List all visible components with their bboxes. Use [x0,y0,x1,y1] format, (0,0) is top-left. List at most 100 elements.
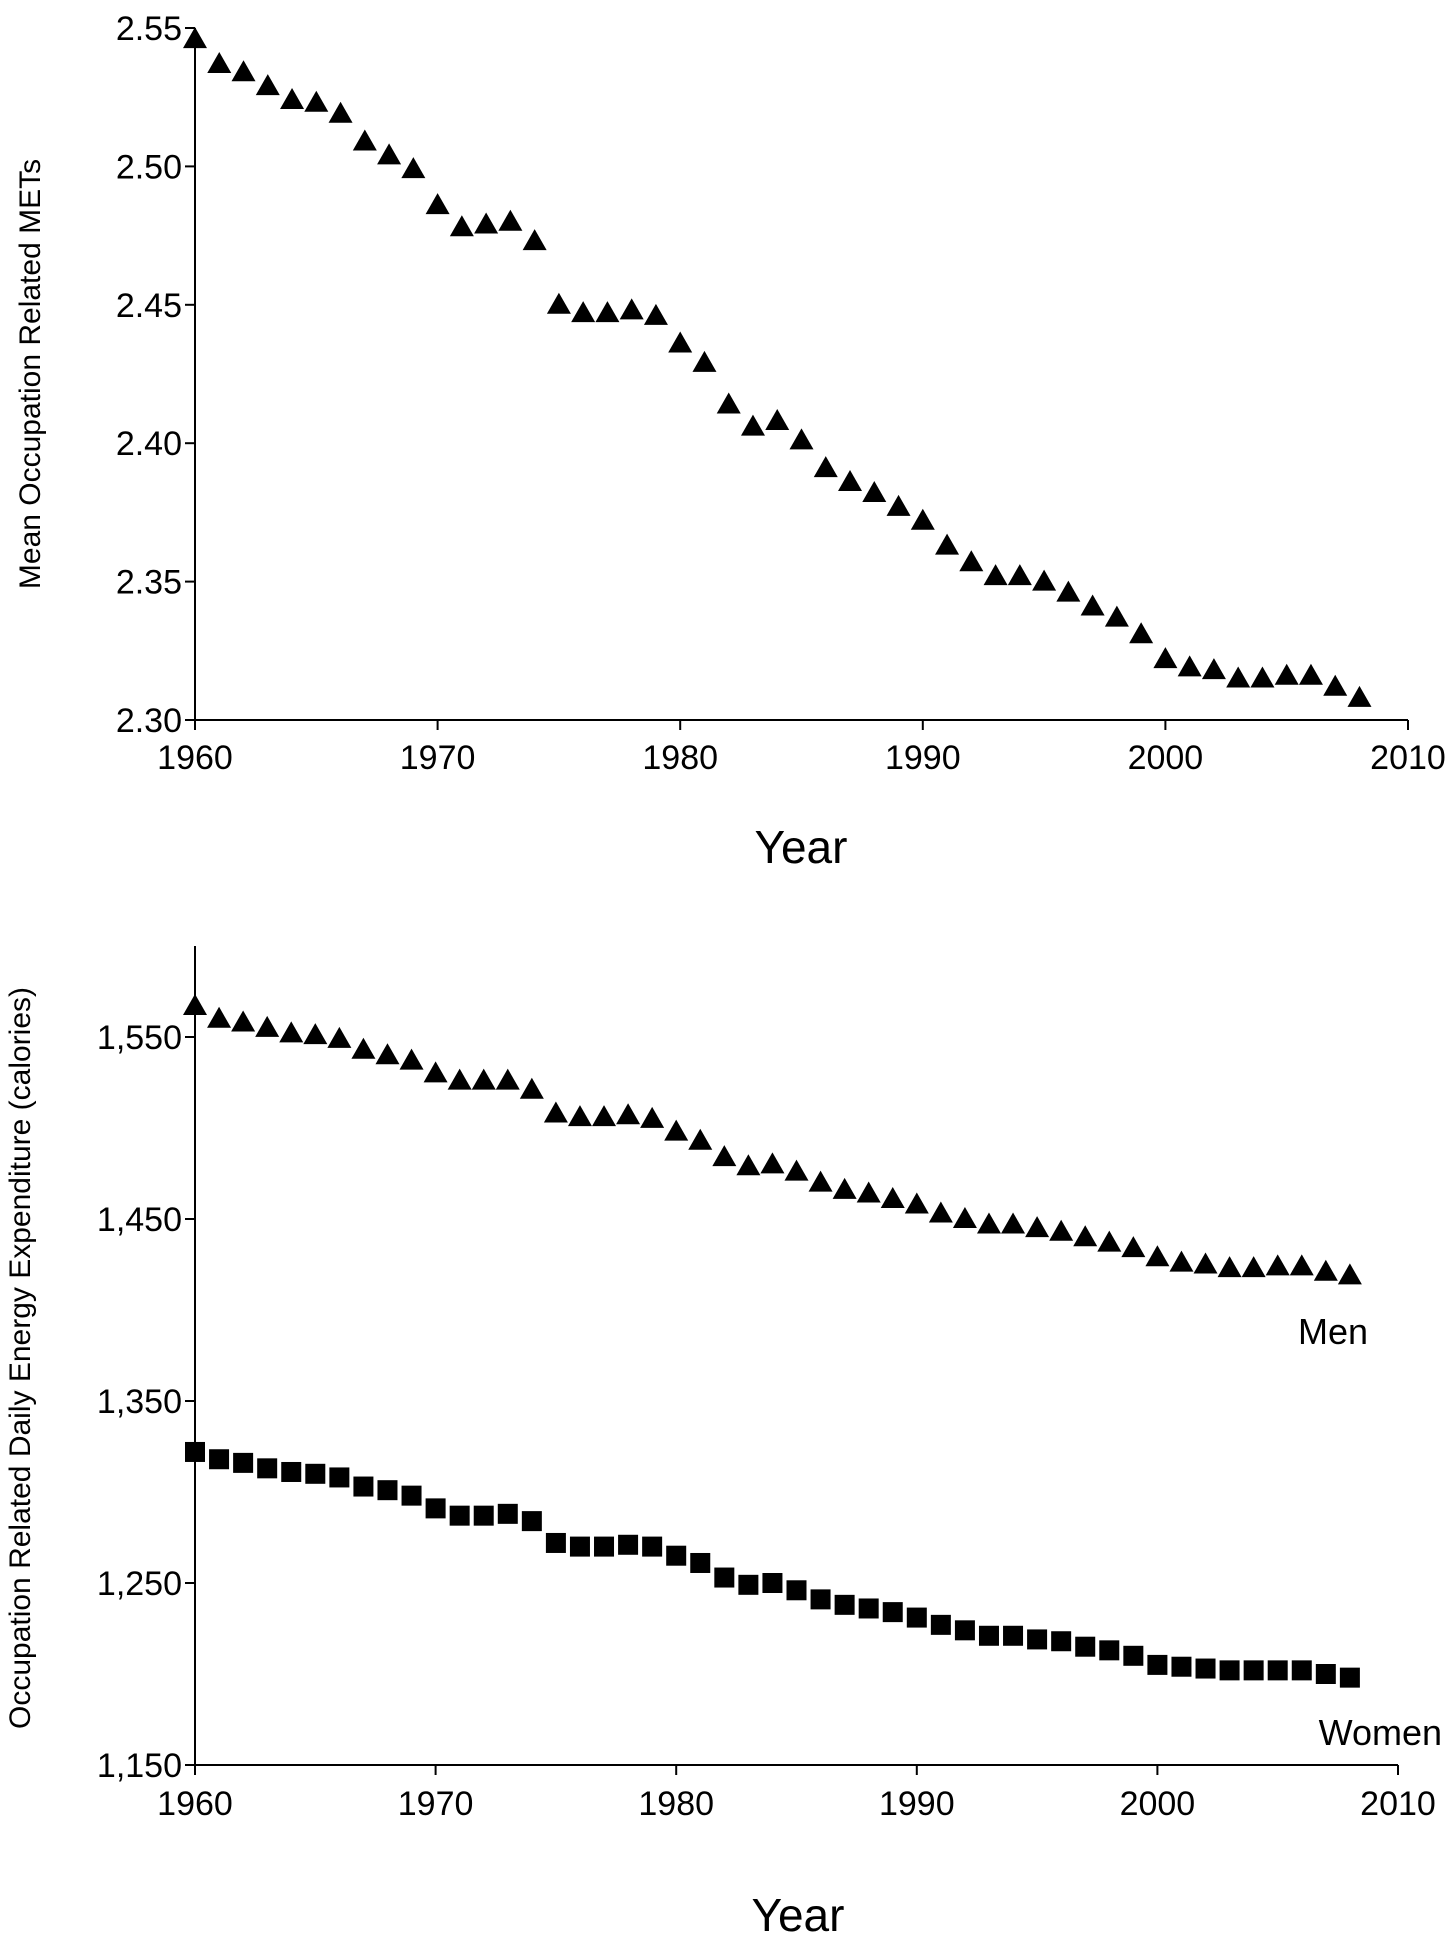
men-point [231,1010,256,1032]
men-point [760,1152,785,1174]
men-point [279,1021,304,1043]
men-point [640,1106,665,1128]
men-point [1001,1212,1026,1234]
men-point [207,1006,232,1028]
women-point [690,1552,711,1573]
mets-chart: 2.30 2.35 2.40 2.45 2.50 2.55 1960 1970 1980 199… [14,10,1446,873]
energy-y-tick-label: 1,550 [97,1019,182,1057]
men-series [183,994,1362,1285]
men-point [327,1026,352,1048]
women-point [545,1532,566,1553]
women-point [714,1567,735,1588]
mets-y-tick-label: 2.30 [116,702,182,740]
men-point [567,1105,592,1127]
men-point [880,1186,905,1208]
men-point [808,1170,833,1192]
mets-x-tick-label: 2000 [1128,739,1204,777]
mets-point [983,564,1008,586]
women-series [185,1441,1360,1688]
men-point [976,1212,1001,1234]
women-point [521,1511,542,1532]
women-point [473,1505,494,1526]
mets-point [1104,605,1129,627]
mets-point [474,212,499,234]
mets-point [522,229,547,251]
men-point [928,1201,953,1223]
mets-point [1080,594,1105,616]
mets-point [1056,580,1081,602]
mets-point [1298,663,1323,685]
mets-series [183,27,1372,707]
women-point [978,1625,999,1646]
women-point [1003,1625,1024,1646]
energy-x-tick-label: 2000 [1120,1785,1196,1823]
women-point [377,1480,398,1501]
men-point [1241,1256,1266,1278]
mets-x-tick-label: 1960 [157,739,233,777]
women-point [1027,1629,1048,1650]
men-point [255,1015,280,1037]
women-point [738,1574,759,1595]
men-point [447,1068,472,1090]
mets-point [231,60,256,82]
energy-x-tick-label: 1970 [398,1785,474,1823]
mets-x-axis-title: Year [755,821,848,873]
energy-x-tick-label: 1990 [879,1785,955,1823]
energy-y-tick-label: 1,350 [97,1383,182,1421]
men-point [423,1061,448,1083]
mets-point [546,292,571,314]
women-point [1147,1654,1168,1675]
men-point [616,1103,641,1125]
mets-x-tick-label: 1970 [400,739,476,777]
men-point [904,1192,929,1214]
women-point [762,1573,783,1593]
men-point [399,1048,424,1070]
mets-point [328,101,353,123]
mets-point [1032,569,1057,591]
women-point [1339,1667,1360,1688]
men-series-label: Men [1298,1311,1368,1352]
energy-y-tick-label: 1,150 [97,1747,182,1785]
mets-point [1323,674,1348,696]
men-point [1217,1256,1242,1278]
men-point [1073,1225,1098,1247]
mets-point [352,129,377,151]
mets-point [619,298,644,320]
men-point [592,1105,617,1127]
women-point [1171,1656,1192,1677]
women-point [401,1485,422,1506]
women-point [1267,1660,1288,1681]
mets-point [1226,666,1251,688]
women-point [642,1536,663,1557]
men-point [303,1023,328,1045]
men-point [712,1145,737,1167]
energy-x-axis-title: Year [752,1889,845,1941]
mets-point [595,301,620,323]
men-point [1121,1236,1146,1258]
mets-x-tick-label: 2010 [1370,739,1446,777]
energy-y-tick-label: 1,250 [97,1565,182,1603]
women-point [497,1503,518,1524]
mets-point [716,392,741,414]
women-point [1075,1636,1096,1657]
women-point [1123,1645,1144,1666]
women-point [425,1498,446,1519]
mets-x-tick-label: 1980 [642,739,718,777]
mets-point [1177,655,1202,677]
men-point [1337,1263,1362,1285]
energy-x-tick-label: 1980 [638,1785,714,1823]
women-point [618,1534,639,1555]
mets-point [1250,666,1275,688]
mets-point [1201,658,1226,680]
men-point [688,1128,713,1150]
mets-point [959,550,984,572]
men-point [183,994,207,1016]
women-point [353,1476,374,1497]
women-point [449,1505,470,1526]
mets-point [498,209,523,231]
mets-x-ticks: 1960 1970 1980 1990 2000 2010 [157,720,1446,777]
women-point [257,1458,278,1479]
women-point [569,1536,590,1557]
mets-point [935,533,960,555]
women-point [786,1580,807,1601]
